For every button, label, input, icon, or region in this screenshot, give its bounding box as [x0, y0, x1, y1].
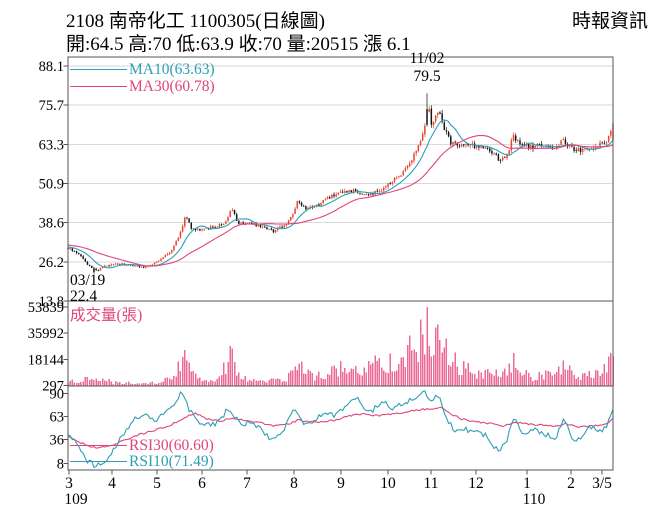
month-label: 6 [198, 475, 206, 492]
svg-text:03/19: 03/19 [70, 272, 106, 289]
rsi10-swatch-line [70, 461, 127, 462]
svg-text:79.5: 79.5 [413, 68, 440, 85]
price-tick-label: 13.8 [39, 294, 64, 310]
volume-bars [67, 307, 614, 386]
year-label: 110 [523, 491, 546, 508]
rsi-tick-label: 8 [57, 457, 64, 473]
rsi10-label: RSI10(71.49) [129, 452, 214, 470]
ma30-line [67, 134, 614, 267]
rsi-tick-label: 36 [50, 433, 65, 449]
rsi-tick-label: 63 [50, 410, 65, 426]
ma10-line [67, 119, 614, 269]
month-label: 1 [523, 475, 531, 492]
pane-borders [67, 56, 614, 471]
price-tick-label: 88.1 [39, 59, 64, 75]
price-tick-label: 38.6 [39, 216, 64, 232]
price-tick-label: 63.3 [39, 138, 64, 154]
month-label: 5 [153, 475, 161, 492]
legend-ma10: MA10(63.63) [70, 61, 215, 78]
svg-text:11/02: 11/02 [410, 50, 445, 67]
candle-wicks-up [69, 106, 614, 272]
candles-up [69, 109, 614, 271]
volume-tick-label: 18144 [28, 352, 65, 368]
ma10-swatch-line [70, 69, 127, 70]
data-source-label: 時報資訊 [571, 11, 648, 32]
rsi30-swatch-line [70, 445, 127, 446]
rsi30-line [67, 406, 614, 449]
volume-tick-label: 53839 [28, 300, 64, 316]
month-label: 11 [424, 475, 439, 492]
volume-pane-label: 成交量(張) [70, 305, 143, 324]
ma30-label: MA30(60.78) [129, 77, 215, 95]
month-label: 4 [108, 475, 116, 492]
month-label: 12 [468, 475, 484, 492]
candles-down [67, 108, 606, 273]
legend-rsi30: RSI30(60.60) [70, 437, 214, 454]
rsi30-label: RSI30(60.60) [129, 436, 214, 454]
svg-text:22.4: 22.4 [70, 288, 97, 305]
month-label: 3 [65, 475, 73, 492]
legend-rsi10: RSI10(71.49) [70, 453, 214, 470]
volume-label-text: 成交量(張) [70, 306, 143, 324]
price-tick-label: 50.9 [39, 177, 64, 193]
ma30-swatch-line [70, 86, 127, 87]
month-label: 3/5 [592, 475, 612, 492]
month-label: 8 [290, 475, 298, 492]
volume-tick-label: 297 [42, 379, 64, 395]
price-tick-label: 75.7 [39, 98, 64, 114]
month-label: 2 [567, 475, 575, 492]
price-tick-label: 26.2 [39, 255, 64, 271]
month-label: 10 [380, 475, 396, 492]
month-label: 9 [337, 475, 345, 492]
volume-tick-label: 35992 [28, 326, 64, 342]
year-label: 109 [64, 491, 88, 508]
ma10-label: MA10(63.63) [129, 60, 215, 78]
month-label: 7 [243, 475, 251, 492]
rsi10-line [67, 390, 614, 468]
page-title: 2108 南帝化工 1100305(日線圖) [66, 11, 325, 32]
legend-ma30: MA30(60.78) [70, 78, 215, 95]
ohlc-quote-line: 開:64.5 高:70 低:63.9 收:70 量:20515 漲 6.1 [66, 34, 411, 55]
rsi-tick-label: 90 [50, 387, 65, 403]
